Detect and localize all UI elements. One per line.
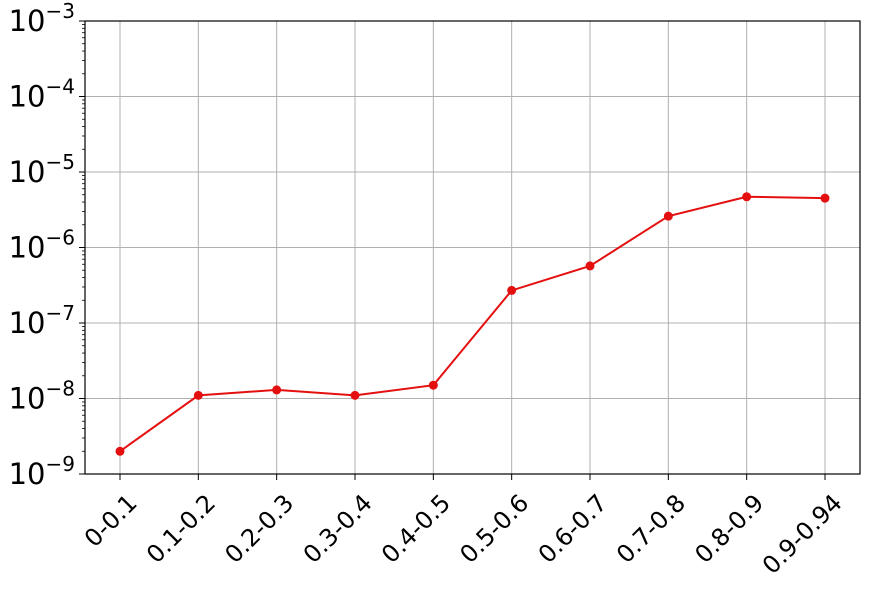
y-tick-label: 10−9 bbox=[9, 452, 75, 491]
y-tick-label: 10−8 bbox=[9, 377, 75, 416]
data-point bbox=[193, 390, 203, 400]
data-point bbox=[820, 193, 830, 203]
y-tick-label: 10−4 bbox=[9, 75, 75, 114]
y-tick-label-exponent: −3 bbox=[46, 0, 75, 23]
y-tick-label-base: 10 bbox=[9, 231, 46, 265]
data-point bbox=[585, 261, 595, 271]
series-group bbox=[115, 192, 830, 456]
y-tick-label-exponent: −4 bbox=[46, 75, 75, 99]
y-tick-label-base: 10 bbox=[9, 80, 46, 114]
y-tick-label-exponent: −9 bbox=[46, 452, 75, 476]
y-tick-label-base: 10 bbox=[9, 306, 46, 340]
y-tick-label-exponent: −7 bbox=[46, 301, 75, 325]
y-tick-labels: 10−910−810−710−610−510−410−3 bbox=[9, 0, 75, 491]
data-point bbox=[272, 385, 282, 395]
y-tick-label-exponent: −8 bbox=[46, 377, 75, 401]
data-point bbox=[428, 380, 438, 390]
data-point bbox=[663, 211, 673, 221]
y-tick-label: 10−5 bbox=[9, 150, 75, 189]
plot-frame bbox=[84, 20, 861, 475]
data-point bbox=[742, 192, 752, 202]
y-tick-label-exponent: −5 bbox=[46, 150, 75, 174]
y-tick-label-exponent: −6 bbox=[46, 226, 75, 250]
data-point bbox=[350, 390, 360, 400]
data-point bbox=[507, 285, 517, 295]
data-point bbox=[115, 446, 125, 456]
y-tick-label-base: 10 bbox=[9, 382, 46, 416]
series-line bbox=[119, 195, 826, 453]
y-tick-label-base: 10 bbox=[9, 4, 46, 38]
y-tick-label: 10−6 bbox=[9, 226, 75, 265]
y-tick-label-base: 10 bbox=[9, 155, 46, 189]
y-tick-label: 10−7 bbox=[9, 301, 75, 340]
y-tick-label-base: 10 bbox=[9, 457, 46, 491]
axis-ticks bbox=[79, 20, 826, 480]
y-tick-label: 10−3 bbox=[9, 0, 75, 38]
